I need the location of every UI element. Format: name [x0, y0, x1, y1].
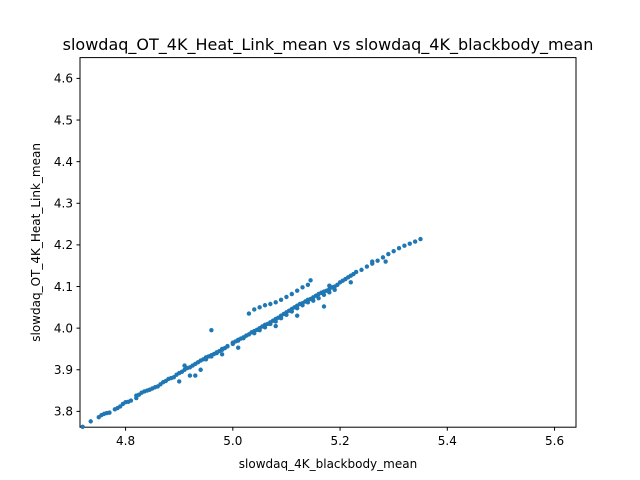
y-tick-label: 4.0 — [54, 321, 73, 335]
scatter-point — [268, 301, 273, 307]
scatter-point — [391, 248, 396, 254]
y-axis: 3.8 3.9 4.0 4.1 4.2 4.3 4.4 4.5 4.6 — [54, 72, 80, 419]
scatter-point — [278, 297, 284, 303]
scatter-point — [128, 398, 134, 403]
scatter-point — [375, 258, 380, 263]
x-tick-label: 5.0 — [223, 434, 242, 448]
scatter-point — [225, 343, 230, 349]
scatter-point — [370, 259, 375, 264]
x-tick-label: 5.4 — [438, 434, 457, 448]
scatter-point — [252, 330, 257, 336]
scatter-point — [278, 315, 284, 321]
scatter-point — [359, 267, 364, 273]
scatter-point — [396, 246, 402, 251]
y-tick-label: 4.1 — [54, 280, 73, 294]
y-tick-label: 3.8 — [54, 405, 73, 419]
scatter-point — [327, 283, 332, 288]
scatter-point — [262, 303, 268, 308]
scatter-point — [252, 307, 257, 312]
scatter-point — [316, 295, 321, 301]
scatter-point — [402, 243, 407, 248]
data-points — [80, 236, 423, 429]
plot-area — [79, 57, 577, 428]
scatter-point — [177, 379, 182, 384]
scatter-point — [219, 347, 225, 352]
scatter-point — [383, 259, 388, 264]
scatter-point — [332, 287, 337, 293]
scatter-point — [348, 280, 353, 285]
scatter-point — [289, 291, 295, 297]
scatter-point — [300, 285, 305, 290]
scatter-point — [353, 269, 359, 275]
scatter-point — [273, 300, 278, 305]
scatter-point — [294, 305, 300, 311]
y-tick-label: 4.2 — [54, 238, 73, 252]
scatter-point — [311, 298, 316, 303]
scatter-point — [364, 264, 370, 269]
scatter-point — [182, 363, 187, 368]
chart-title: slowdaq_OT_4K_Heat_Link_mean vs slowdaq_… — [63, 35, 594, 55]
scatter-point — [321, 292, 327, 298]
scatter-point — [321, 304, 327, 309]
y-axis-label: slowdaq_OT_4K_Heat_Link_mean — [29, 143, 43, 342]
scatter-point — [412, 239, 418, 244]
scatter-point — [209, 328, 214, 333]
x-tick-label: 5.6 — [545, 434, 564, 448]
y-tick-label: 4.4 — [54, 155, 73, 169]
scatter-point — [418, 236, 423, 242]
x-tick-label: 4.8 — [116, 434, 135, 448]
scatter-point — [230, 341, 236, 347]
x-tick-label: 5.2 — [331, 434, 350, 448]
scatter-point — [257, 305, 262, 310]
scatter-point — [193, 373, 198, 378]
scatter-point — [262, 325, 268, 330]
scatter-point — [235, 345, 241, 350]
scatter-point — [289, 309, 295, 314]
scatter-point — [235, 338, 241, 343]
scatter-point — [187, 373, 193, 378]
scatter-point — [273, 323, 278, 329]
scatter-point — [308, 278, 313, 283]
scatter-point — [284, 312, 289, 318]
scatter-point — [380, 255, 386, 260]
x-axis: 4.8 5.0 5.2 5.4 5.6 — [116, 427, 564, 448]
y-tick-label: 4.3 — [54, 197, 73, 211]
scatter-point — [300, 303, 305, 308]
scatter-point — [107, 410, 112, 415]
scatter-point — [305, 300, 311, 305]
x-axis-label: slowdaq_4K_blackbody_mean — [239, 457, 417, 471]
scatter-point — [386, 251, 391, 257]
scatter-point — [305, 282, 311, 288]
scatter-point — [294, 313, 300, 318]
scatter-point — [209, 354, 214, 359]
scatter-point — [241, 335, 246, 341]
y-tick-label: 4.5 — [54, 113, 73, 127]
scatter-point — [407, 241, 412, 246]
y-tick-label: 4.6 — [54, 72, 73, 86]
scatter-point — [294, 288, 300, 293]
y-tick-label: 3.9 — [54, 363, 73, 377]
scatter-point — [214, 350, 219, 355]
scatter-point — [257, 326, 262, 331]
scatter-point — [80, 424, 85, 429]
scatter-point — [273, 319, 278, 324]
scatter-point — [219, 352, 225, 357]
scatter-point — [203, 357, 209, 362]
scatter-point — [246, 311, 252, 316]
scatter-point — [198, 367, 203, 372]
scatter-point — [327, 290, 332, 295]
scatter-point — [88, 419, 93, 424]
scatter-point — [284, 294, 289, 300]
scatter-point — [268, 321, 273, 327]
